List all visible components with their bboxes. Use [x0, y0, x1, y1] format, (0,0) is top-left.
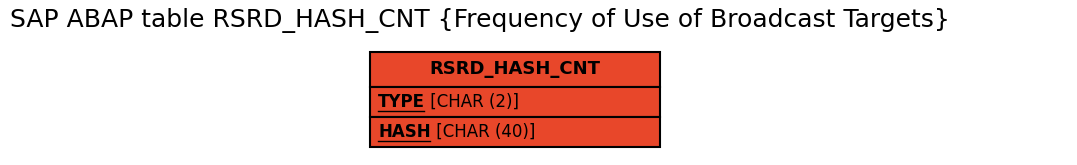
Bar — [370, 87, 660, 117]
Text: RSRD_HASH_CNT: RSRD_HASH_CNT — [430, 61, 601, 79]
Bar — [370, 117, 660, 147]
Text: TYPE: TYPE — [378, 93, 425, 111]
Bar — [370, 52, 660, 87]
Text: SAP ABAP table RSRD_HASH_CNT {Frequency of Use of Broadcast Targets}: SAP ABAP table RSRD_HASH_CNT {Frequency … — [10, 8, 950, 33]
Text: [CHAR (40)]: [CHAR (40)] — [431, 123, 535, 141]
Text: HASH: HASH — [378, 123, 431, 141]
Text: [CHAR (2)]: [CHAR (2)] — [425, 93, 519, 111]
